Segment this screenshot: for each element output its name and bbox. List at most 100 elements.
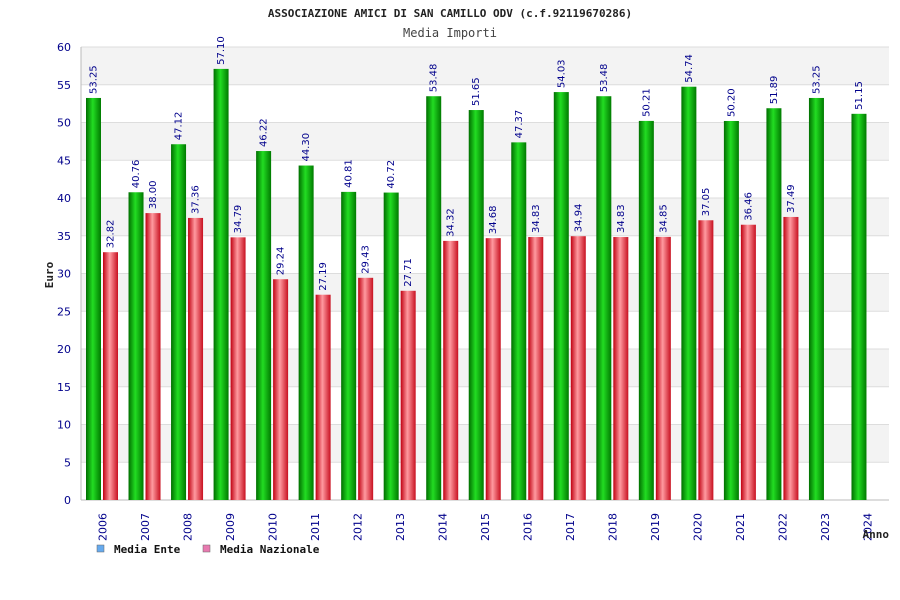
y-tick-label: 15: [57, 381, 71, 394]
x-axis-ticks: 2006 2007 2008 2009 2010 2011 2012 2013 2014 2015…: [96, 513, 874, 541]
bar-media-ente-2024: [851, 113, 867, 500]
value-label: 40.72: [386, 160, 397, 189]
legend-entry: Media Nazionale: [220, 543, 320, 556]
x-tick-label: 2008: [181, 513, 194, 541]
value-label: 34.79: [233, 205, 244, 234]
value-label: 27.19: [318, 262, 329, 291]
value-label: 53.48: [599, 64, 610, 93]
value-label: 36.46: [743, 192, 754, 221]
value-label: 34.32: [446, 208, 457, 237]
value-label: 29.24: [276, 247, 287, 276]
legend-swatch: [96, 544, 105, 553]
bar-media-ente-2023: [808, 97, 824, 501]
value-label: 51.89: [769, 76, 780, 105]
bar-media-ente-2011: [298, 165, 314, 500]
bar-media-nazionale-2022: [783, 216, 799, 500]
value-label: 47.12: [174, 112, 185, 141]
value-label: 29.43: [361, 245, 372, 274]
bar-media-nazionale-2017: [570, 236, 586, 500]
value-label: 34.94: [573, 204, 584, 233]
value-label: 51.65: [471, 77, 482, 106]
value-label: 34.85: [658, 204, 669, 233]
grid-band: [81, 47, 889, 85]
y-tick-label: 0: [64, 494, 71, 507]
bar-media-nazionale-2018: [613, 237, 629, 500]
bar-media-nazionale-2015: [485, 238, 501, 500]
bar-media-ente-2020: [681, 86, 697, 500]
x-tick-label: 2018: [607, 513, 620, 541]
x-tick-label: 2006: [96, 513, 109, 541]
value-label: 34.83: [531, 204, 542, 233]
bar-media-nazionale-2014: [443, 240, 459, 500]
x-tick-label: 2015: [479, 513, 492, 541]
y-tick-label: 30: [57, 268, 71, 281]
value-labels: 53.25 32.82 40.76 38.00 47.12 37.36 57.10 34.79…: [89, 36, 865, 290]
y-tick-label: 60: [57, 41, 71, 54]
bar-media-ente-2016: [511, 142, 527, 500]
value-label: 34.68: [488, 206, 499, 235]
x-tick-label: 2022: [777, 513, 790, 541]
x-tick-label: 2010: [266, 513, 279, 541]
y-tick-label: 5: [64, 456, 71, 469]
x-axis-label: Anno: [863, 528, 890, 541]
bar-media-nazionale-2009: [230, 237, 246, 500]
x-tick-label: 2019: [649, 513, 662, 541]
value-label: 34.83: [616, 204, 627, 233]
y-tick-label: 55: [57, 79, 71, 92]
y-axis-ticks: 0 5 10 15 20 25 30 35 40 45 50 55 60: [57, 41, 71, 507]
bar-media-ente-2019: [638, 120, 654, 501]
x-tick-label: 2013: [394, 513, 407, 541]
y-tick-label: 50: [57, 117, 71, 130]
value-label: 54.03: [556, 59, 567, 88]
y-axis-label: Euro: [43, 261, 56, 288]
value-label: 50.20: [726, 88, 737, 117]
value-label: 40.76: [131, 160, 142, 189]
bar-media-ente-2010: [256, 151, 272, 500]
bar-media-nazionale-2019: [655, 236, 671, 500]
x-tick-label: 2012: [351, 513, 364, 541]
value-label: 37.36: [191, 185, 202, 214]
bar-media-ente-2021: [723, 120, 739, 501]
x-tick-label: 2024: [862, 513, 875, 541]
bar-media-nazionale-2016: [528, 237, 544, 500]
bar-media-ente-2017: [553, 92, 569, 501]
bar-media-nazionale-2011: [315, 294, 331, 500]
bar-media-ente-2012: [341, 191, 357, 500]
x-tick-label: 2011: [309, 513, 322, 541]
value-label: 54.74: [684, 54, 695, 83]
bars: [86, 68, 867, 501]
value-label: 50.21: [641, 88, 652, 117]
bar-media-ente-2008: [171, 144, 187, 500]
value-label: 51.15: [854, 81, 865, 110]
x-tick-label: 2014: [436, 513, 449, 541]
value-label: 57.10: [216, 36, 227, 65]
value-label: 53.25: [811, 65, 822, 94]
value-label: 37.05: [701, 188, 712, 217]
value-label: 46.22: [259, 118, 270, 147]
bar-media-nazionale-2021: [740, 224, 756, 501]
x-tick-label: 2007: [139, 513, 152, 541]
bar-media-nazionale-2012: [358, 277, 374, 500]
value-label: 47.37: [514, 110, 525, 139]
value-label: 53.48: [429, 64, 440, 93]
value-label: 27.71: [403, 258, 414, 287]
y-tick-label: 35: [57, 230, 71, 243]
bar-media-ente-2009: [213, 68, 229, 501]
bar-media-nazionale-2020: [698, 220, 714, 500]
y-tick-label: 40: [57, 192, 71, 205]
value-label: 44.30: [301, 133, 312, 162]
bar-media-nazionale-2007: [145, 213, 161, 500]
x-tick-label: 2017: [564, 513, 577, 541]
x-tick-label: 2021: [734, 513, 747, 541]
x-tick-label: 2023: [819, 513, 832, 541]
y-tick-label: 25: [57, 305, 71, 318]
chart-subtitle: Media Importi: [403, 26, 497, 40]
value-label: 38.00: [148, 180, 159, 209]
bar-media-ente-2015: [468, 110, 484, 500]
x-tick-label: 2020: [692, 513, 705, 541]
bar-media-nazionale-2010: [273, 279, 289, 500]
bar-media-nazionale-2006: [103, 252, 118, 500]
x-tick-label: 2009: [224, 513, 237, 541]
bar-media-ente-2014: [426, 96, 442, 500]
